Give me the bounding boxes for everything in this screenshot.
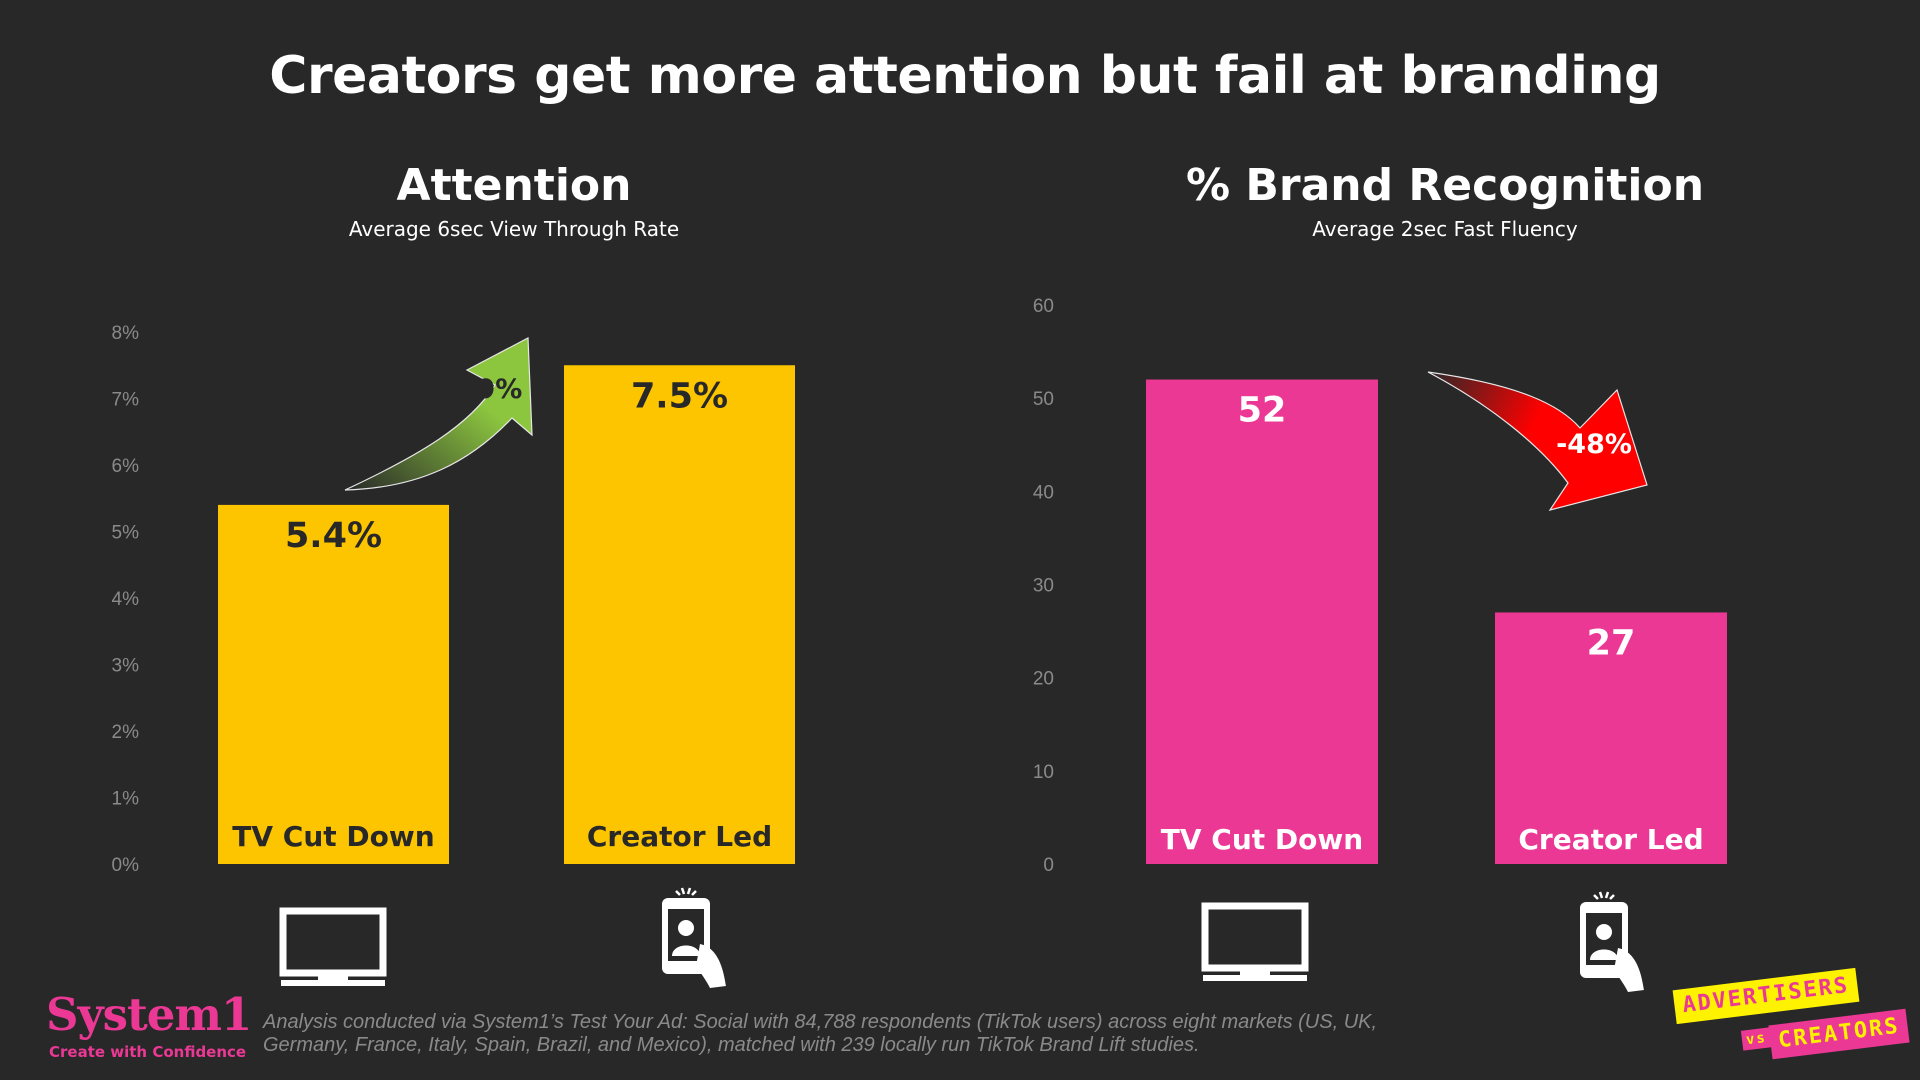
y-tick-label: 0: [1043, 855, 1054, 876]
bar: [218, 504, 449, 864]
bar: [1495, 612, 1727, 864]
brand-chart-subtitle: Average 2sec Fast Fluency: [1312, 217, 1578, 241]
brand-change-label: -48%: [1556, 429, 1632, 460]
increase-arrow: [344, 337, 533, 491]
tv-icon: [1201, 902, 1309, 981]
footnote-line-2: Germany, France, Italy, Spain, Brazil, a…: [263, 1034, 1200, 1056]
attention-chart-subtitle: Average 6sec View Through Rate: [348, 217, 680, 241]
bar-category-label: TV Cut Down: [1161, 823, 1363, 856]
footnote-line-1: Analysis conducted via System1’s Test Yo…: [263, 1011, 1378, 1033]
y-tick-label: 5%: [112, 523, 140, 544]
y-tick-label: 40: [1033, 482, 1054, 503]
y-tick-label: 60: [1033, 296, 1054, 317]
bar: [1146, 379, 1378, 864]
y-tick-label: 1%: [112, 789, 140, 810]
smartphone-selfie-icon: [662, 887, 726, 988]
decrease-arrow: [1427, 371, 1648, 511]
y-tick-label: 8%: [112, 323, 140, 344]
bar-category-label: Creator Led: [587, 820, 772, 853]
footnote: Analysis conducted via System1’s Test Yo…: [263, 1011, 1493, 1057]
y-tick-label: 3%: [112, 656, 140, 677]
bar-value-label: 5.4%: [285, 516, 382, 556]
y-tick-label: 50: [1033, 389, 1054, 410]
advertisers-vs-creators-badge: ADVERTISERS vs CREATORS: [1672, 965, 1912, 1065]
attention-chart: 0% 1% 2% 3% 4% 5% 6% 7% 8% 5.4% TV Cut Down 7.5% Cre…: [112, 323, 795, 876]
attention-change-label: 39%: [458, 374, 523, 405]
y-tick-label: 0%: [112, 855, 140, 876]
attention-chart-title: Attention: [396, 160, 632, 211]
bar-value-label: 27: [1587, 623, 1636, 663]
page-title: Creators get more attention but fail at …: [269, 46, 1661, 106]
system1-logo: System1: [46, 988, 252, 1041]
y-tick-label: 6%: [112, 456, 140, 477]
smartphone-selfie-icon: [1580, 891, 1644, 992]
bar-category-label: TV Cut Down: [232, 820, 434, 853]
badge-vs: vs: [1740, 1027, 1772, 1051]
y-tick-label: 30: [1033, 576, 1054, 597]
y-tick-label: 4%: [112, 589, 140, 610]
brand-recognition-chart: 0 10 20 30 40 50 60 52 TV Cut Down 27 Creator Led: [1033, 296, 1727, 876]
y-tick-label: 10: [1033, 762, 1054, 783]
bar-value-label: 52: [1238, 391, 1287, 431]
tv-icon: [279, 907, 387, 986]
badge-creators: CREATORS: [1768, 1008, 1910, 1060]
y-tick-label: 2%: [112, 722, 140, 743]
y-tick-label: 20: [1033, 669, 1054, 690]
tagline: Create with Confidence: [49, 1043, 247, 1061]
y-tick-label: 7%: [112, 390, 140, 411]
brand-chart-title: % Brand Recognition: [1185, 160, 1705, 211]
bar-value-label: 7.5%: [631, 376, 728, 416]
badge-advertisers: ADVERTISERS: [1672, 967, 1860, 1025]
bar-category-label: Creator Led: [1518, 823, 1703, 856]
bar: [564, 365, 795, 864]
